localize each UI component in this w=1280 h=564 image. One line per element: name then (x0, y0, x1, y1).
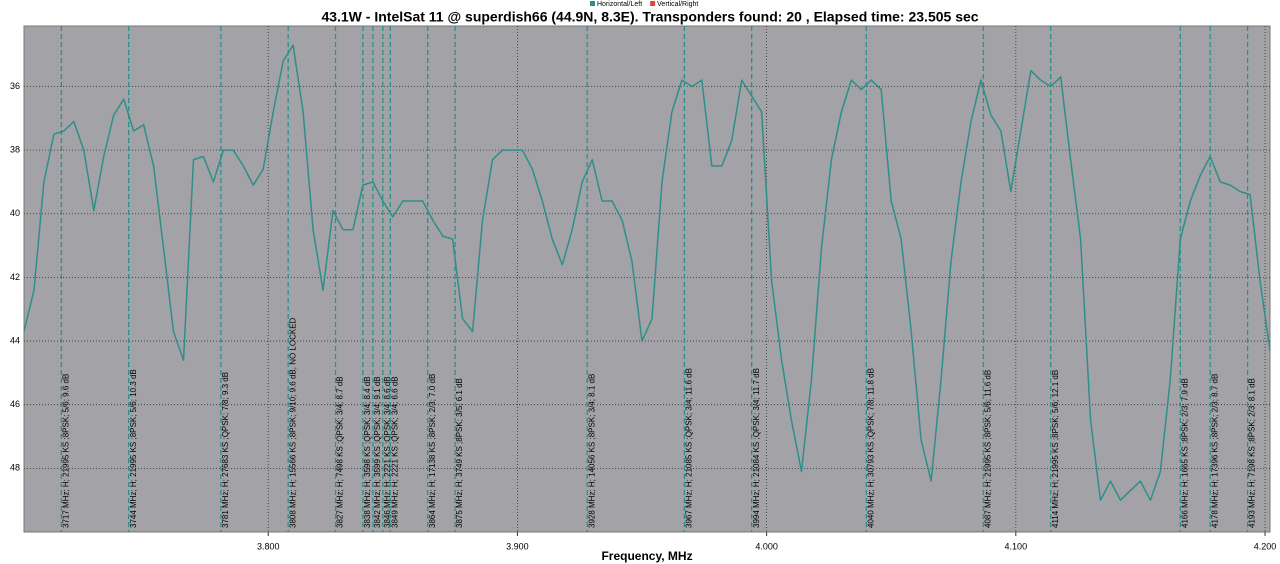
legend-label: Horizontal/Left (597, 1, 642, 8)
transponder-label: 3842 MHz; H; 3599 KS ;QPSK; 3/4; 9.1 dB (373, 376, 382, 528)
plot-area (23, 25, 1271, 533)
transponder-label: 3827 MHz; H; 7498 KS ;QPSK; 3/4; 8.7 dB (336, 376, 345, 528)
transponder-label: 4166 MHz; H; 1665 KS ;8PSK; 2/3; 7.9 dB (1180, 378, 1189, 528)
transponder-label: 3994 MHz; H; 21084 KS ;QPSK; 3/4; 11.7 d… (752, 368, 761, 528)
transponder-label: 4114 MHz; H; 21995 KS ;8PSK; 5/6; 12.1 d… (1051, 370, 1060, 528)
transponder-label: 3864 MHz; H; 17138 KS ;8PSK; 2/3; 7.0 dB (428, 374, 437, 528)
transponder-label: 3781 MHz; H; 27683 KS ;QPSK; 7/8; 9.3 dB (221, 372, 230, 528)
transponder-label: 3928 MHz; H; 14056 KS ;8PSK; 3/4; 8.1 dB (587, 374, 596, 528)
x-tick-label: 4.100 (1005, 541, 1028, 551)
transponder-label: 4178 MHz; H; 17396 KS ;8PSK; 2/3; 8.7 dB (1210, 374, 1219, 528)
y-tick-label: 40 (10, 208, 20, 218)
legend-label: Vertical/Right (657, 1, 698, 8)
y-tick-label: 38 (10, 144, 20, 154)
transponder-label: 3849 MHz; H; 2221 KS ;QPSK; 3/4; 6.6 dB (390, 376, 399, 528)
x-tick-label: 3.800 (257, 541, 280, 551)
y-tick-label: 42 (10, 272, 20, 282)
transponder-label: 3838 MHz; H; 3598 KS ;QPSK; 3/4; 8.4 dB (363, 376, 372, 528)
x-tick-label: 4.000 (755, 541, 778, 551)
transponder-label: 3744 MHz; H; 21995 KS ;8PSK; 5/6; 10.3 d… (129, 369, 138, 528)
y-tick-label: 48 (10, 463, 20, 473)
transponder-label: 3808 MHz; H; 15566 KS ;8PSK; 9/10; 9.6 d… (288, 317, 297, 528)
y-tick-label: 46 (10, 399, 20, 409)
transponder-label: 4087 MHz; H; 21995 KS ;8PSK; 5/6; 11.6 d… (984, 370, 993, 528)
transponder-label: 3717 MHz; H; 21995 KS ;8PSK; 5/6; 9.6 dB (61, 374, 70, 528)
transponder-label: 3875 MHz; H; 3749 KS ;8PSK; 3/5; 6.1 dB (455, 378, 464, 528)
legend-swatch (590, 1, 595, 6)
transponder-label: 3967 MHz; H; 21085 KS ;QPSK; 3/4; 11.6 d… (684, 368, 693, 528)
transponder-label: 3846 MHz; H; 2221 KS ;QPSK; 3/4; 8.6 dB (383, 376, 392, 528)
y-tick-label: 44 (10, 335, 20, 345)
x-tick-label: 3.900 (506, 541, 529, 551)
chart-title: 43.1W - IntelSat 11 @ superdish66 (44.9N… (321, 9, 978, 25)
series-line (23, 44, 1271, 501)
x-tick-label: 4.200 (1254, 541, 1277, 551)
transponder-label: 4040 MHz; H; 30793 KS ;QPSK; 7/8; 11.8 d… (866, 368, 875, 528)
legend-swatch (650, 1, 656, 6)
transponder-label: 4193 MHz; H; 7198 KS ;8PSK; 2/3; 8.1 dB (1248, 378, 1257, 528)
y-tick-label: 36 (10, 81, 20, 91)
x-axis-label: Frequency, MHz (601, 549, 692, 563)
